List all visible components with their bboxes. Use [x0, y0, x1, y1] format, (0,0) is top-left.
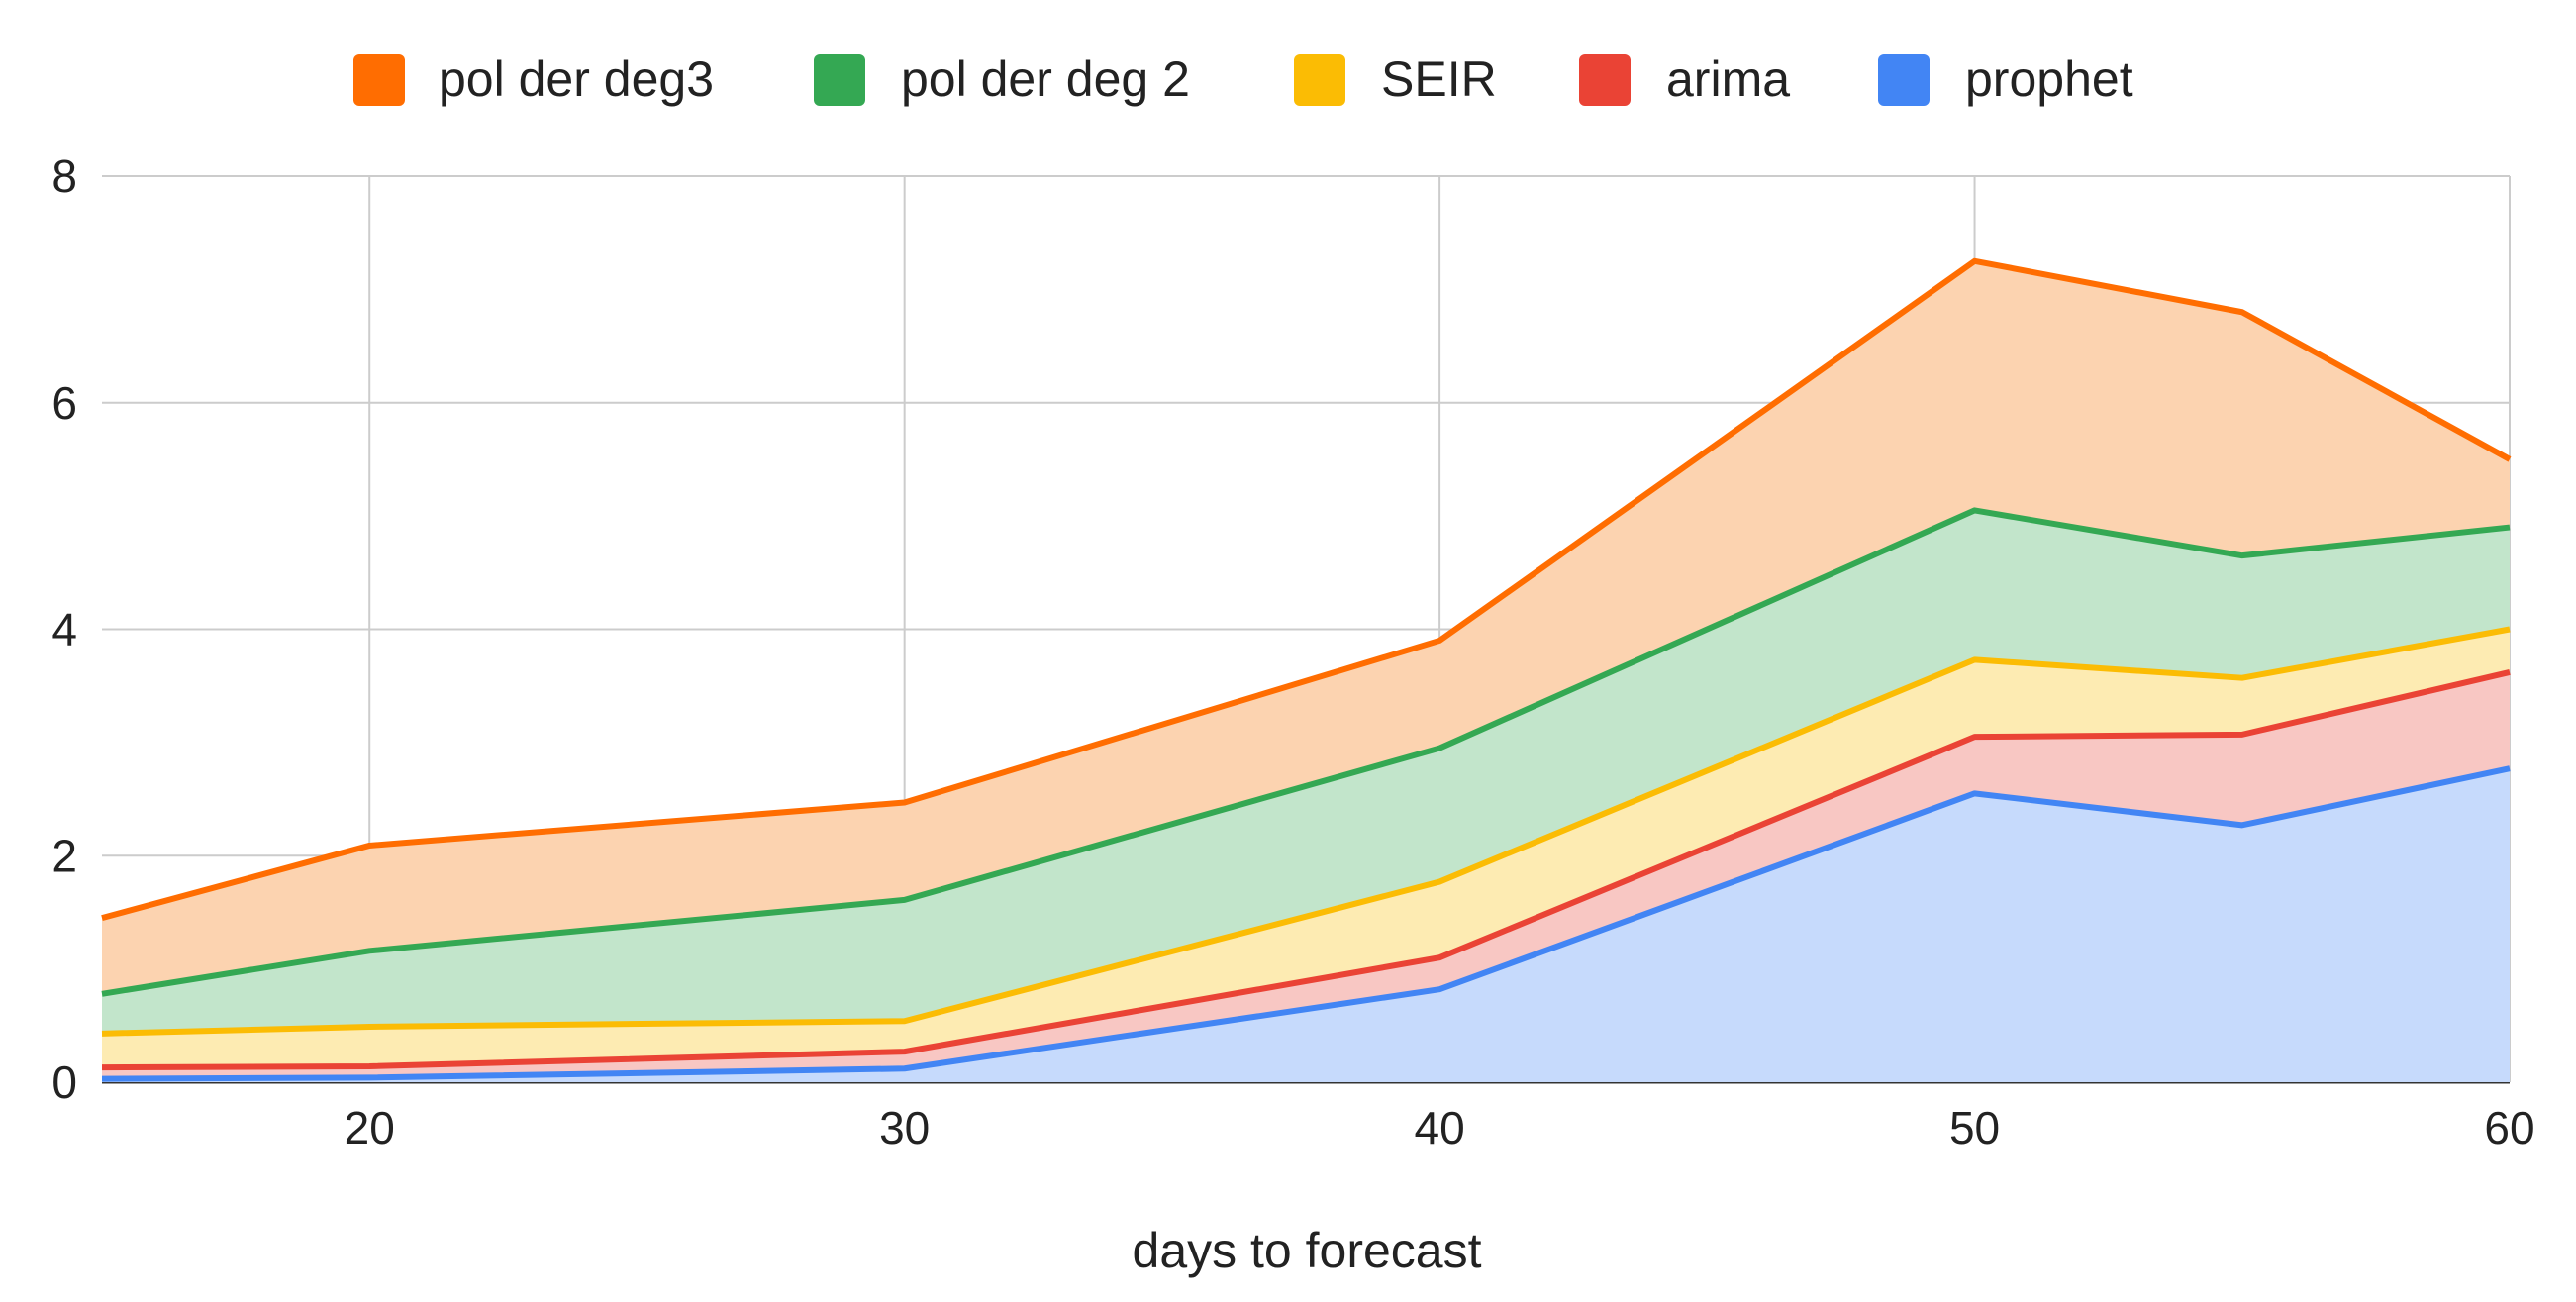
series-line-prophet	[101, 765, 2511, 1082]
y-tick-label: 0	[51, 1056, 77, 1108]
series-line-arima	[101, 669, 2511, 1071]
legend-label: SEIR	[1381, 51, 1497, 107]
area-prophet	[102, 768, 2510, 1082]
y-tick-label: 6	[51, 377, 77, 429]
axis-layer: 0 2 4 6 8 20 30 40 50 60	[51, 150, 2534, 1153]
legend-item-prophet[interactable]: prophet	[1878, 51, 2133, 107]
legend[interactable]: pol der deg3 pol der deg 2 SEIR arima prophe…	[353, 51, 2133, 107]
legend-swatch	[353, 54, 405, 106]
legend-label: pol der deg3	[439, 51, 714, 107]
y-tick-label: 8	[51, 150, 77, 202]
line-layer	[101, 257, 2512, 1082]
legend-swatch	[1878, 54, 1930, 106]
x-axis-title: days to forecast	[1133, 1223, 1482, 1278]
legend-label: prophet	[1965, 51, 2133, 107]
area-pol-der-deg3	[102, 260, 2510, 994]
area-arima	[102, 671, 2510, 1079]
legend-item-pol-der-deg3[interactable]: pol der deg3	[353, 51, 714, 107]
x-tick-label: 50	[1949, 1102, 2000, 1153]
area-seir	[102, 629, 2510, 1068]
x-tick-label: 20	[345, 1102, 395, 1153]
y-tick-label: 2	[51, 830, 77, 881]
y-tick-label: 4	[51, 604, 77, 655]
legend-label: pol der deg 2	[901, 51, 1190, 107]
area-layer	[102, 260, 2510, 1082]
legend-label: arima	[1666, 51, 1790, 107]
legend-item-arima[interactable]: arima	[1579, 51, 1790, 107]
legend-swatch	[814, 54, 865, 106]
legend-swatch	[1579, 54, 1631, 106]
x-tick-label: 30	[879, 1102, 930, 1153]
x-tick-label: 60	[2484, 1102, 2534, 1153]
legend-swatch	[1294, 54, 1345, 106]
legend-item-pol-der-deg-2[interactable]: pol der deg 2	[814, 51, 1190, 107]
area-pol-der-deg-2	[102, 510, 2510, 1034]
series-line-seir	[101, 626, 2511, 1037]
legend-item-seir[interactable]: SEIR	[1294, 51, 1497, 107]
series-line-pol-der-deg3	[101, 257, 2512, 922]
series-line-pol-der-deg-2	[101, 507, 2511, 997]
x-tick-label: 40	[1415, 1102, 1465, 1153]
